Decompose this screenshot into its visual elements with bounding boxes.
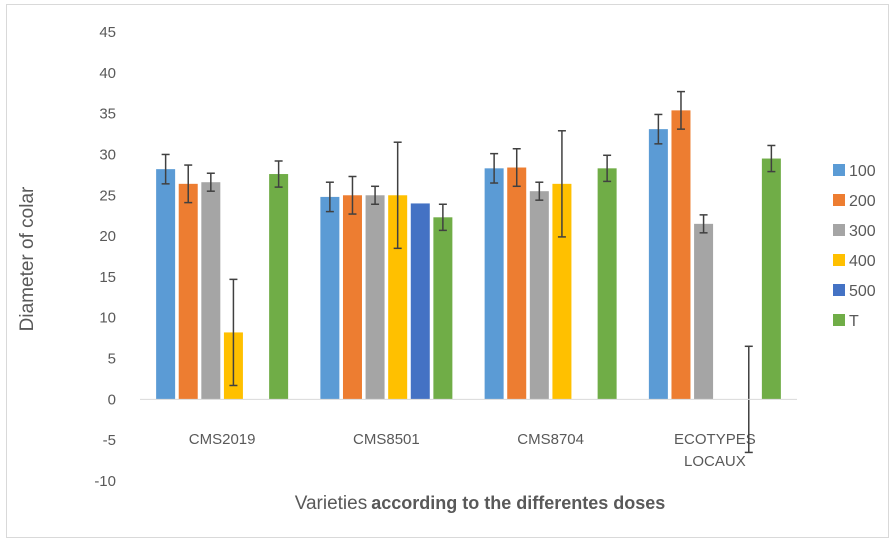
- bar-T-cms8501: [433, 217, 453, 400]
- bar-100-cms2019: [156, 169, 176, 400]
- x-tick-label: CMS2019: [189, 431, 256, 448]
- y-tick-label: 45: [99, 24, 116, 41]
- bar-400-cms8501: [388, 195, 408, 400]
- bar-400-cms8704: [552, 183, 572, 400]
- legend-swatch-100: [833, 164, 845, 176]
- legend-swatch-400: [833, 254, 845, 266]
- y-tick-label: 30: [99, 146, 116, 163]
- y-tick-label: 10: [99, 310, 116, 327]
- legend-label-100: 100: [849, 163, 876, 180]
- y-axis-title: Diameter of colar: [17, 186, 38, 331]
- legend-label-200: 200: [849, 193, 876, 210]
- bar-T-ecotypes-locaux: [761, 158, 781, 400]
- y-tick-label: 0: [108, 391, 116, 408]
- legend-label-T: T: [849, 313, 859, 330]
- bar-300-ecotypes-locaux: [694, 223, 714, 400]
- y-tick-label: 20: [99, 228, 116, 245]
- y-tick-label: -5: [103, 432, 116, 449]
- bar-200-ecotypes-locaux: [671, 110, 691, 400]
- bar-300-cms8501: [365, 195, 385, 400]
- x-tick-label: CMS8501: [353, 431, 420, 448]
- bar-300-cms8704: [529, 191, 549, 400]
- y-tick-label: 15: [99, 269, 116, 286]
- bar-100-cms8704: [484, 168, 504, 400]
- legend-swatch-200: [833, 194, 845, 206]
- legend-swatch-500: [833, 284, 845, 296]
- bar-200-cms2019: [178, 183, 198, 400]
- x-tick-label: LOCAUX: [684, 453, 746, 470]
- bar-100-cms8501: [320, 196, 340, 400]
- bar-100-ecotypes-locaux: [648, 129, 668, 400]
- bar-T-cms8704: [597, 168, 617, 400]
- legend-swatch-300: [833, 224, 845, 236]
- bar-200-cms8704: [507, 167, 527, 400]
- x-tick-label: CMS8704: [517, 431, 584, 448]
- y-tick-label: 40: [99, 65, 116, 82]
- y-tick-label: -10: [94, 473, 116, 490]
- legend-label-400: 400: [849, 253, 876, 270]
- y-tick-label: 35: [99, 106, 116, 123]
- bar-T-cms2019: [269, 174, 289, 400]
- y-tick-label: 5: [108, 351, 116, 368]
- x-tick-label: ECOTYPES: [674, 431, 756, 448]
- bar-200-cms8501: [342, 195, 362, 400]
- bar-300-cms2019: [201, 182, 221, 400]
- legend-label-300: 300: [849, 223, 876, 240]
- x-axis-title-bold: according to the differentes doses: [371, 493, 665, 513]
- x-axis-title-normal: Varieties: [295, 493, 368, 514]
- legend-label-500: 500: [849, 283, 876, 300]
- x-axis-title: Varieties according to the differentes do…: [295, 493, 666, 514]
- legend-swatch-T: [833, 314, 845, 326]
- bar-500-cms8501: [410, 203, 430, 400]
- y-tick-label: 25: [99, 187, 116, 204]
